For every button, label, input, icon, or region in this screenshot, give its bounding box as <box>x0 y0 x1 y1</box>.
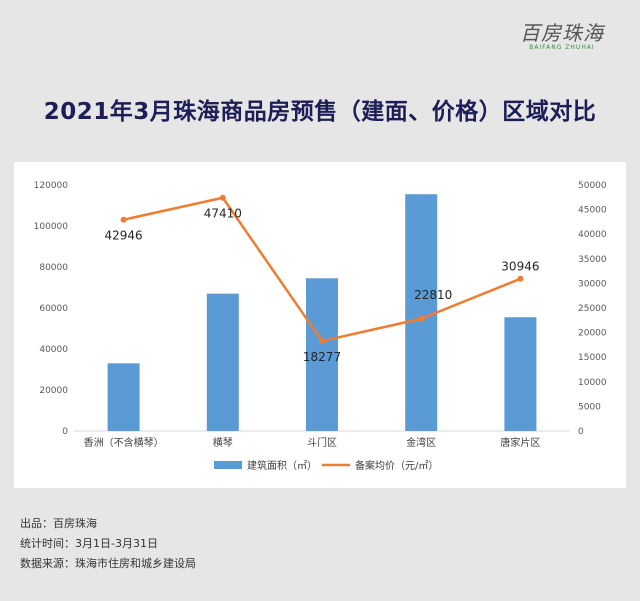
price-point-0 <box>120 216 127 223</box>
footer-period: 统计时间：3月1日-3月31日 <box>20 537 158 550</box>
y-right-tick-label: 50000 <box>578 181 607 191</box>
y-right-tick-label: 0 <box>578 427 584 437</box>
y-right-tick-label: 15000 <box>578 353 607 363</box>
x-tick-label: 横琴 <box>213 436 233 449</box>
y-right-tick-label: 20000 <box>578 329 607 339</box>
bar-1 <box>206 293 239 431</box>
chart-card: 0 20000 40000 60000 80000 100000 120000 0 5000 10… <box>14 162 626 488</box>
x-tick-label: 金湾区 <box>406 436 436 449</box>
price-data-label: 30946 <box>501 260 539 274</box>
y-left-tick-label: 40000 <box>39 345 68 355</box>
y-right-tick-label: 30000 <box>578 279 607 289</box>
brand-logo-subtext: BAIFANG ZHUHAI <box>529 44 595 51</box>
combo-chart: 0 20000 40000 60000 80000 100000 120000 0 5000 10… <box>34 181 607 472</box>
y-right-tick-label: 10000 <box>578 378 607 388</box>
y-right-tick-label: 25000 <box>578 304 607 314</box>
y-right-tick-label: 5000 <box>578 402 601 412</box>
brand-logo: 百房珠海 BAIFANG ZHUHAI <box>520 22 604 52</box>
price-data-label: 18277 <box>303 350 341 364</box>
y-left-tick-label: 120000 <box>34 181 69 191</box>
page-title: 2021年3月珠海商品房预售（建面、价格）区域对比 <box>43 99 597 125</box>
y-right-tick-label: 40000 <box>578 230 607 240</box>
footer-source: 数据来源：珠海市住房和城乡建设局 <box>20 557 196 570</box>
x-tick-label: 香洲（不含横琴） <box>84 436 164 449</box>
y-right-tick-label: 35000 <box>578 255 607 265</box>
y-left-tick-label: 60000 <box>39 304 68 314</box>
footer-producer: 出品：百房珠海 <box>20 517 97 530</box>
legend-label-area: 建筑面积（㎡） <box>247 459 317 472</box>
bar-3 <box>405 194 438 431</box>
x-tick-label: 唐家片区 <box>500 436 540 449</box>
bar-0 <box>107 363 140 431</box>
price-data-label: 22810 <box>414 288 452 302</box>
price-data-label: 47410 <box>204 207 242 221</box>
price-point-2 <box>319 338 325 345</box>
price-data-label: 42946 <box>105 229 143 243</box>
y-left-tick-label: 100000 <box>34 222 69 232</box>
y-left-tick-label: 80000 <box>39 263 68 273</box>
y-right-tick-label: 45000 <box>578 206 607 216</box>
legend-swatch-bar <box>214 461 242 469</box>
brand-logo-text: 百房珠海 <box>520 21 604 45</box>
price-point-1 <box>219 194 226 201</box>
footer: 出品：百房珠海 统计时间：3月1日-3月31日 数据来源：珠海市住房和城乡建设局 <box>20 514 196 574</box>
y-left-tick-label: 20000 <box>39 386 68 396</box>
bar-4 <box>504 317 537 431</box>
price-point-3 <box>418 315 425 322</box>
legend-label-price: 备案均价（元/㎡） <box>355 459 438 472</box>
x-tick-label: 斗门区 <box>307 436 337 449</box>
price-point-4 <box>517 275 524 282</box>
bar-2 <box>306 278 338 431</box>
y-left-tick-label: 0 <box>62 427 68 437</box>
